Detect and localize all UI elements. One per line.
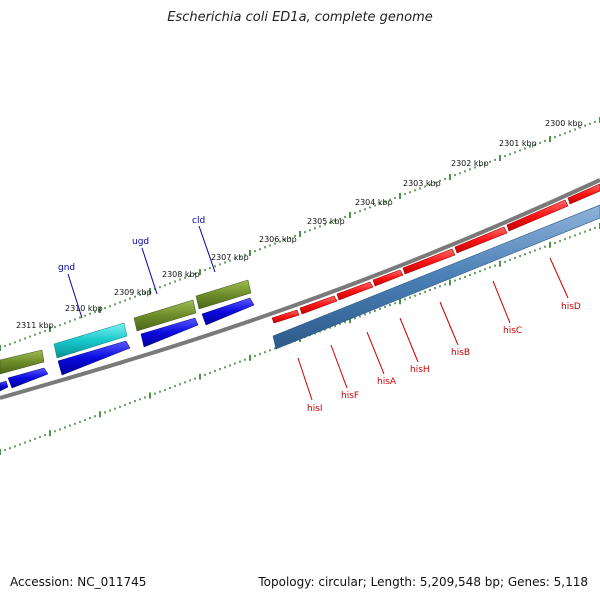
cds-arrow[interactable] xyxy=(140,317,199,348)
cds-arrow[interactable] xyxy=(0,380,9,392)
gene-arrow-hisF[interactable] xyxy=(299,295,338,315)
cds-arrow[interactable] xyxy=(57,340,131,376)
gene-label-hisI[interactable]: hisI xyxy=(307,404,323,414)
scale-label: 2302 kbp xyxy=(451,159,489,168)
scale-label: 2300 kbp xyxy=(545,119,583,128)
gene-arrow-hisB[interactable] xyxy=(402,248,456,275)
genome-summary-text: Topology: circular; Length: 5,209,548 bp… xyxy=(258,575,588,589)
gene-arrow-hisH[interactable] xyxy=(372,269,404,287)
gene-bar-ugd[interactable] xyxy=(133,299,197,332)
reverse-gene-bar[interactable] xyxy=(272,204,600,350)
gene-label-hisA[interactable]: hisA xyxy=(377,377,397,387)
scale-label: 2310 kbp xyxy=(65,304,103,313)
gene-label-hisF[interactable]: hisF xyxy=(341,391,359,401)
gene-label-gnd[interactable]: gnd xyxy=(58,263,75,273)
accession-text: Accession: NC_011745 xyxy=(10,575,147,589)
map-title: Escherichia coli ED1a, complete genome xyxy=(167,10,433,25)
gene-arrow-hisI[interactable] xyxy=(271,309,300,324)
cds-arrow[interactable] xyxy=(7,367,49,389)
gene-label-hisB[interactable]: hisB xyxy=(451,348,470,358)
red-label-leaders xyxy=(297,257,569,401)
blue-gene-labels: gnd ugd cld xyxy=(58,216,205,273)
scale-label: 2303 kbp xyxy=(403,179,441,188)
scale-labels: 2300 kbp 2301 kbp 2302 kbp 2303 kbp 2304… xyxy=(16,119,583,330)
scale-label: 2301 kbp xyxy=(499,139,537,148)
scale-label: 2304 kbp xyxy=(355,198,393,207)
genome-backbone-line xyxy=(0,178,600,400)
gene-bar-gnd[interactable] xyxy=(53,322,128,359)
scale-label: 2305 kbp xyxy=(307,217,345,226)
gene-arrow-hisC[interactable] xyxy=(454,226,508,254)
cds-track xyxy=(0,297,255,392)
gene-bar-cld[interactable] xyxy=(195,279,252,310)
scale-label: 2307 kbp xyxy=(211,253,249,262)
red-gene-labels: hisI hisF hisA hisH hisB hisC hisD xyxy=(307,302,581,414)
upper-gene-track xyxy=(0,279,252,375)
scale-label: 2311 kbp xyxy=(16,321,54,330)
gene-label-hisC[interactable]: hisC xyxy=(503,326,522,336)
outer-scale-ticks xyxy=(0,117,600,351)
gene-label-hisD[interactable]: hisD xyxy=(561,302,581,312)
blue-label-leaders xyxy=(67,225,216,319)
cds-arrow[interactable] xyxy=(201,297,255,326)
scale-label: 2306 kbp xyxy=(259,235,297,244)
gene-arrow-hisD[interactable] xyxy=(506,199,569,232)
gene-arrow-next[interactable] xyxy=(567,183,600,205)
scale-label: 2308 kbp xyxy=(162,270,200,279)
scale-label: 2309 kbp xyxy=(114,288,152,297)
gene-label-ugd[interactable]: ugd xyxy=(132,237,149,247)
gene-label-hisH[interactable]: hisH xyxy=(410,365,430,375)
gene-label-cld[interactable]: cld xyxy=(192,216,205,226)
forward-gene-track xyxy=(271,183,600,324)
gene-bar[interactable] xyxy=(0,349,45,375)
gene-arrow-hisA[interactable] xyxy=(336,281,374,301)
